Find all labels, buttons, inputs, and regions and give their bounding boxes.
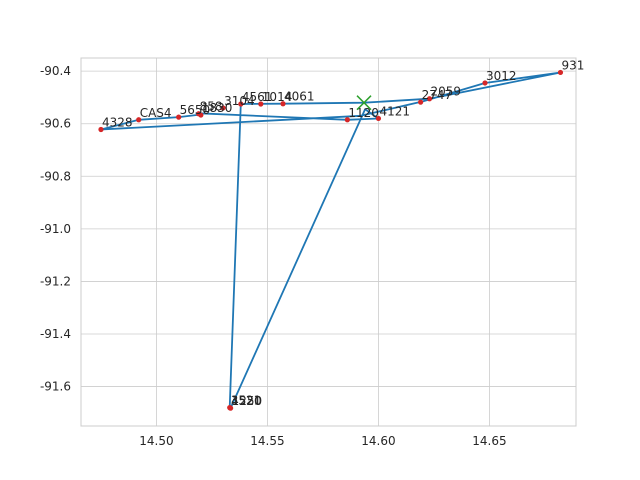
data-point — [258, 101, 264, 107]
x-tick-label: 14.65 — [472, 434, 506, 448]
y-tick-label: -90.8 — [40, 169, 71, 183]
series-line-group — [100, 71, 562, 409]
data-point — [98, 126, 104, 133]
data-point — [426, 96, 433, 102]
data-point — [238, 101, 244, 107]
y-tick-label: -91.2 — [40, 274, 71, 288]
data-points — [98, 69, 564, 411]
data-label: 3521 — [231, 394, 262, 408]
y-tick-label: -91.4 — [40, 327, 71, 341]
data-label: 858 — [200, 100, 223, 114]
data-point — [220, 105, 226, 111]
highlight-marker — [356, 95, 372, 111]
data-label: 4061 — [284, 90, 315, 104]
data-label: 931 — [561, 58, 584, 72]
data-point — [482, 80, 488, 86]
data-label: 4520 — [231, 394, 262, 408]
data-label: 4328 — [102, 115, 133, 129]
y-axis-ticks: -90.4 -90.6 -90.8 -91.0 -91.2 -91.4 -91.6 — [40, 64, 71, 393]
x-tick-label: 14.50 — [139, 434, 173, 448]
data-point — [418, 99, 424, 105]
data-label: 1120 — [348, 106, 379, 120]
data-point — [557, 69, 564, 76]
data-point — [375, 115, 382, 122]
data-label: 4561 — [242, 90, 273, 104]
data-point — [176, 114, 182, 120]
data-point — [280, 101, 286, 107]
x-tick-label: 14.60 — [361, 434, 395, 448]
data-label: 1014 — [262, 90, 293, 104]
data-label: 1250 — [232, 394, 263, 408]
plot-frame — [80, 57, 577, 427]
data-label: 4121 — [379, 104, 410, 118]
x-marker-stroke — [356, 95, 372, 111]
data-point — [198, 112, 204, 118]
data-label: CAS4 — [140, 106, 172, 120]
data-label: 3012 — [486, 69, 517, 83]
data-label: 1830 — [202, 101, 233, 115]
data-label: 5650 — [180, 103, 211, 117]
y-tick-label: -90.4 — [40, 64, 71, 78]
data-point — [344, 117, 350, 123]
x-tick-label: 14.55 — [250, 434, 284, 448]
data-point — [228, 405, 234, 411]
data-point — [136, 117, 142, 123]
data-label: 2059 — [430, 85, 461, 99]
data-label: 3104 — [224, 94, 255, 108]
series-line — [100, 71, 562, 409]
y-tick-label: -91.0 — [40, 222, 71, 236]
data-label: 2747 — [422, 88, 453, 102]
y-tick-label: -90.6 — [40, 117, 71, 131]
y-tick-label: -91.6 — [40, 380, 71, 394]
x-axis-ticks: 14.50 14.55 14.60 14.65 — [139, 434, 506, 448]
